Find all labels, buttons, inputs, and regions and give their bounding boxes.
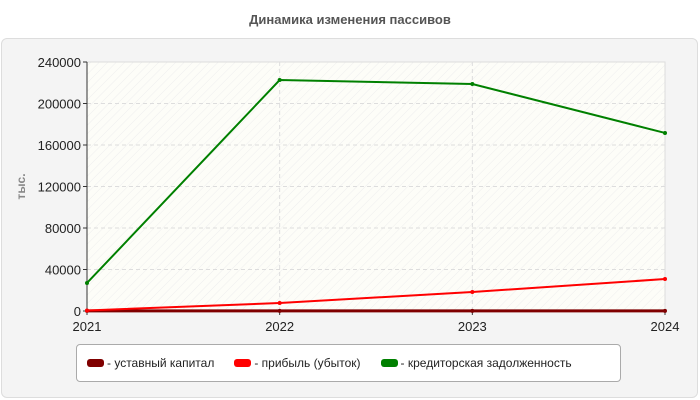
y-tick-label: 80000	[45, 221, 81, 236]
x-tick-label: 2023	[458, 319, 487, 334]
x-tick-label: 2021	[73, 319, 102, 334]
data-point	[277, 301, 282, 306]
legend-item: - прибыль (убыток)	[234, 356, 361, 370]
y-tick-label: 40000	[45, 263, 81, 278]
data-point	[663, 308, 667, 313]
series-line	[86, 79, 666, 284]
legend-label: - кредиторская задолженность	[400, 356, 572, 370]
data-point	[663, 277, 667, 282]
chart-title: Динамика изменения пассивов	[249, 12, 451, 27]
data-point	[470, 308, 475, 313]
legend-item: - уставный капитал	[87, 356, 214, 370]
y-tick-label: 120000	[38, 180, 81, 195]
y-tick-label: 200000	[38, 97, 81, 112]
data-point	[85, 308, 89, 313]
y-tick-label: 160000	[38, 138, 81, 153]
x-tick-label: 2024	[651, 319, 680, 334]
series-line	[86, 278, 666, 312]
y-tick-label: 0	[74, 304, 81, 319]
data-point	[470, 81, 475, 86]
legend-label: - уставный капитал	[107, 356, 215, 370]
legend-label: - прибыль (убыток)	[254, 356, 361, 370]
data-point	[277, 78, 282, 83]
legend-swatch	[87, 359, 104, 367]
y-axis-label: тыс.	[14, 173, 28, 199]
legend-item: - кредиторская задолженность	[380, 356, 572, 370]
x-tick-label: 2022	[265, 319, 294, 334]
y-tick-label: 240000	[38, 55, 81, 70]
data-point	[85, 280, 89, 285]
data-point	[470, 290, 475, 295]
data-point	[663, 130, 667, 135]
legend: - уставный капитал - прибыль (убыток) - …	[76, 344, 621, 382]
data-point	[277, 308, 282, 313]
legend-swatch	[380, 359, 398, 367]
legend-swatch	[234, 359, 252, 367]
